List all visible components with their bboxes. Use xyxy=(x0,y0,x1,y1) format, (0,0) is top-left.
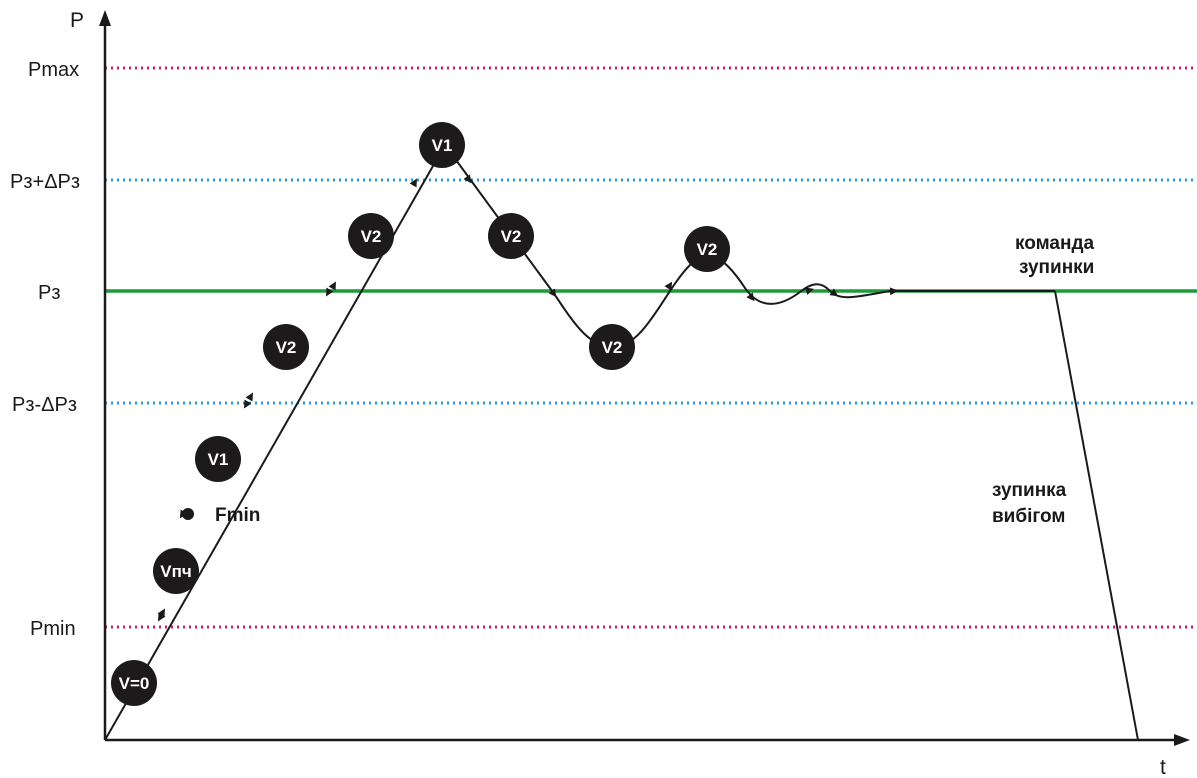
fmin-label: Fmin xyxy=(215,505,260,526)
pmax-label: Pmax xyxy=(28,59,79,81)
coast-stop-line xyxy=(1054,290,1139,741)
x-axis-label: t xyxy=(1160,756,1166,778)
lower-band-label: Pз-ΔPз xyxy=(12,394,77,416)
state-node-v2: V2 xyxy=(589,324,635,370)
state-node-v2: V2 xyxy=(488,213,534,259)
state-node-vpch: Vпч xyxy=(153,548,199,594)
pressure-curve-rise xyxy=(104,144,446,741)
svg-text:V1: V1 xyxy=(432,136,453,155)
svg-text:V2: V2 xyxy=(697,240,718,259)
svg-text:Vпч: Vпч xyxy=(160,562,191,581)
svg-text:V1: V1 xyxy=(208,450,229,469)
coast-stop-label-line1: зупинка xyxy=(992,480,1067,501)
upper-band-label: Pз+ΔPз xyxy=(10,171,80,193)
stop-command-label-line1: команда xyxy=(1015,233,1095,254)
pmin-label: Pmin xyxy=(30,618,76,640)
arrow-down xyxy=(158,612,166,622)
svg-text:V2: V2 xyxy=(361,227,382,246)
coast-stop-label-line2: вибігом xyxy=(992,506,1065,527)
svg-text:V2: V2 xyxy=(501,227,522,246)
arrow-up xyxy=(157,608,165,618)
fmin-point xyxy=(182,508,194,520)
svg-text:V2: V2 xyxy=(276,338,297,357)
arrow-down xyxy=(463,174,472,184)
state-node-v1: V1 xyxy=(195,436,241,482)
y-axis-label: P xyxy=(70,9,84,32)
svg-text:V=0: V=0 xyxy=(119,674,150,693)
state-node-v2: V2 xyxy=(684,226,730,272)
arrow-up xyxy=(245,392,253,402)
x-axis-arrow xyxy=(1174,734,1190,746)
setpoint-label: Pз xyxy=(38,282,61,304)
state-node-v2: V2 xyxy=(263,324,309,370)
stop-command-label-line2: зупинки xyxy=(1019,257,1094,278)
state-node-v2: V2 xyxy=(348,213,394,259)
y-axis-arrow xyxy=(99,10,111,26)
arrow-up xyxy=(328,281,336,291)
svg-text:V2: V2 xyxy=(602,338,623,357)
pressure-curve-settling xyxy=(444,144,1055,349)
state-node-v1-peak: V1 xyxy=(419,122,465,168)
state-node-v0: V=0 xyxy=(111,660,157,706)
